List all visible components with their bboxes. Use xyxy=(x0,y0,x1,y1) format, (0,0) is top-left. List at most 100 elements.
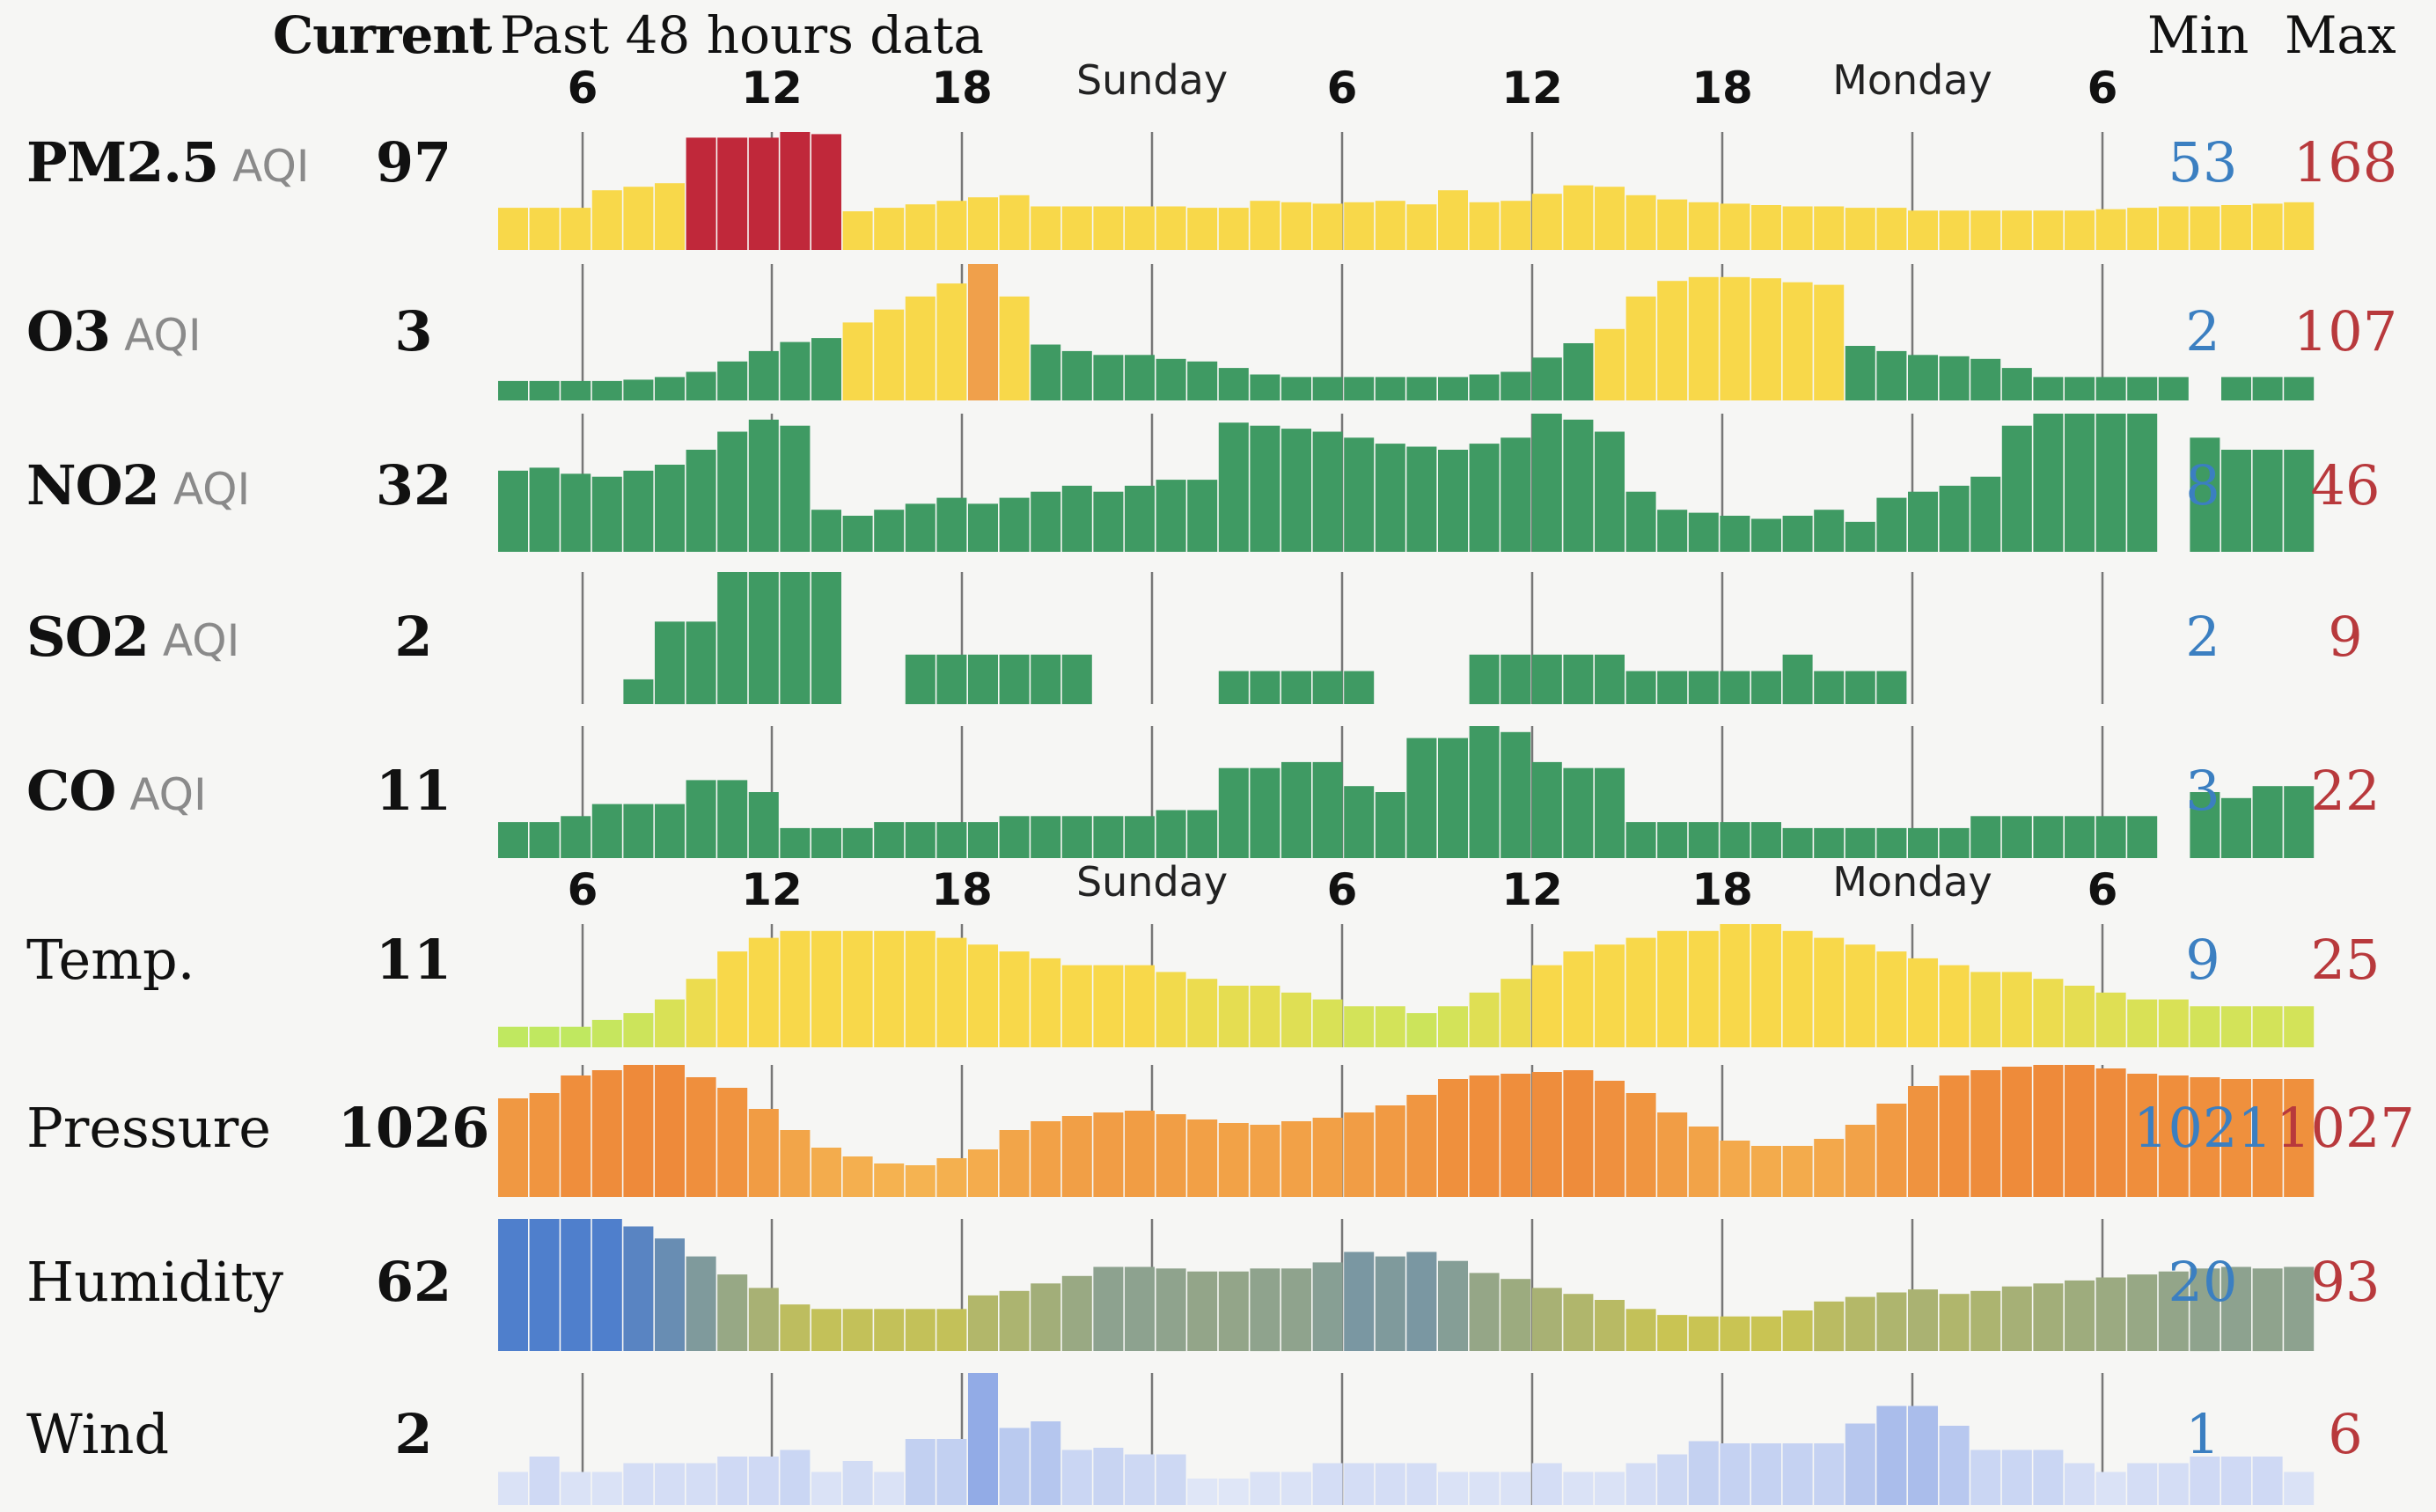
bar xyxy=(655,999,685,1047)
bar xyxy=(1751,1443,1781,1505)
bar xyxy=(1876,497,1907,552)
bar xyxy=(561,1026,591,1047)
bar xyxy=(1218,208,1249,250)
row-label: PM2.5 AQI xyxy=(26,130,310,195)
bar xyxy=(2001,1450,2032,1505)
bar xyxy=(1344,786,1375,858)
x-tick-label: 18 xyxy=(1691,62,1753,114)
bar xyxy=(686,1077,716,1197)
x-tick-label: 12 xyxy=(741,62,803,114)
bar xyxy=(999,296,1030,400)
bar xyxy=(2095,377,2126,400)
bar xyxy=(2095,1277,2126,1351)
bar xyxy=(1908,958,1938,1047)
bar xyxy=(1187,979,1218,1047)
bar xyxy=(1531,654,1562,705)
bar xyxy=(623,804,654,858)
row-chart-no2 xyxy=(498,414,2315,552)
bar xyxy=(1876,350,1907,400)
x-tick-label: Sunday xyxy=(1076,56,1228,104)
x-tick-label: 18 xyxy=(1691,864,1753,915)
bar xyxy=(1563,1294,1594,1351)
bar xyxy=(2221,797,2251,858)
bar xyxy=(623,187,654,250)
bar xyxy=(2252,377,2283,400)
min-value: 2 xyxy=(2185,605,2220,669)
bar xyxy=(1250,201,1280,250)
bar xyxy=(1250,1125,1280,1197)
row-label: SO2 AQI xyxy=(26,605,239,669)
bar xyxy=(1031,816,1061,858)
bar xyxy=(1375,201,1405,250)
header-max: Max xyxy=(2285,5,2396,65)
bar xyxy=(1469,1273,1500,1351)
current-value: 97 xyxy=(375,130,452,195)
max-value: 93 xyxy=(2310,1250,2381,1314)
bar xyxy=(1751,1146,1781,1197)
bar xyxy=(1281,377,1311,400)
bar xyxy=(529,1457,560,1505)
bar xyxy=(655,1065,685,1197)
bar xyxy=(2190,437,2220,552)
bar xyxy=(2252,1457,2283,1505)
bar xyxy=(2284,202,2315,250)
bar xyxy=(686,621,716,705)
bar xyxy=(1595,328,1625,400)
bar xyxy=(1406,1095,1437,1197)
row-label: CO AQI xyxy=(26,759,207,823)
bar xyxy=(591,804,622,858)
bar xyxy=(1187,361,1218,400)
bar xyxy=(874,208,905,250)
bar xyxy=(717,137,748,250)
header-min: Min xyxy=(2147,5,2249,65)
bar xyxy=(1908,210,1938,250)
bar xyxy=(780,1130,811,1197)
bar xyxy=(1625,491,1656,552)
row-label: Pressure xyxy=(26,1096,271,1160)
bar xyxy=(1563,767,1594,858)
bar xyxy=(1595,1300,1625,1351)
bar xyxy=(1281,202,1311,250)
bar xyxy=(1093,491,1124,552)
x-tick-label: Sunday xyxy=(1076,858,1228,906)
bar xyxy=(1814,510,1845,552)
bar xyxy=(1563,343,1594,400)
bar xyxy=(1500,201,1531,250)
bar xyxy=(842,322,873,400)
bar xyxy=(1657,930,1688,1047)
bar xyxy=(905,822,936,858)
bar xyxy=(529,467,560,552)
bar xyxy=(842,1461,873,1505)
bar xyxy=(1563,951,1594,1047)
bar xyxy=(1531,414,1562,552)
bar xyxy=(1939,1426,1970,1505)
bar xyxy=(1845,1296,1875,1351)
bar xyxy=(623,679,654,704)
bar xyxy=(1344,1463,1375,1505)
bar xyxy=(2033,1065,2064,1197)
bar xyxy=(1500,1472,1531,1505)
bar xyxy=(1438,377,1468,400)
max-value: 168 xyxy=(2293,130,2398,195)
bar xyxy=(842,211,873,250)
x-tick-label: 12 xyxy=(1501,864,1563,915)
bar xyxy=(2252,786,2283,858)
bar xyxy=(1939,1294,1970,1351)
row-chart-so2 xyxy=(581,572,2104,705)
bar xyxy=(561,816,591,858)
bar xyxy=(905,1309,936,1351)
bar xyxy=(1125,1454,1155,1505)
bar xyxy=(1093,1266,1124,1351)
bar xyxy=(1531,194,1562,250)
header-current: Current xyxy=(273,5,492,65)
bar xyxy=(1250,1472,1280,1505)
bar xyxy=(1156,972,1186,1047)
bar xyxy=(1531,357,1562,400)
bar xyxy=(1720,203,1750,250)
bar xyxy=(1438,190,1468,250)
bar xyxy=(1595,767,1625,858)
bar xyxy=(780,827,811,858)
min-value: 20 xyxy=(2168,1250,2238,1314)
bar xyxy=(1782,827,1813,858)
